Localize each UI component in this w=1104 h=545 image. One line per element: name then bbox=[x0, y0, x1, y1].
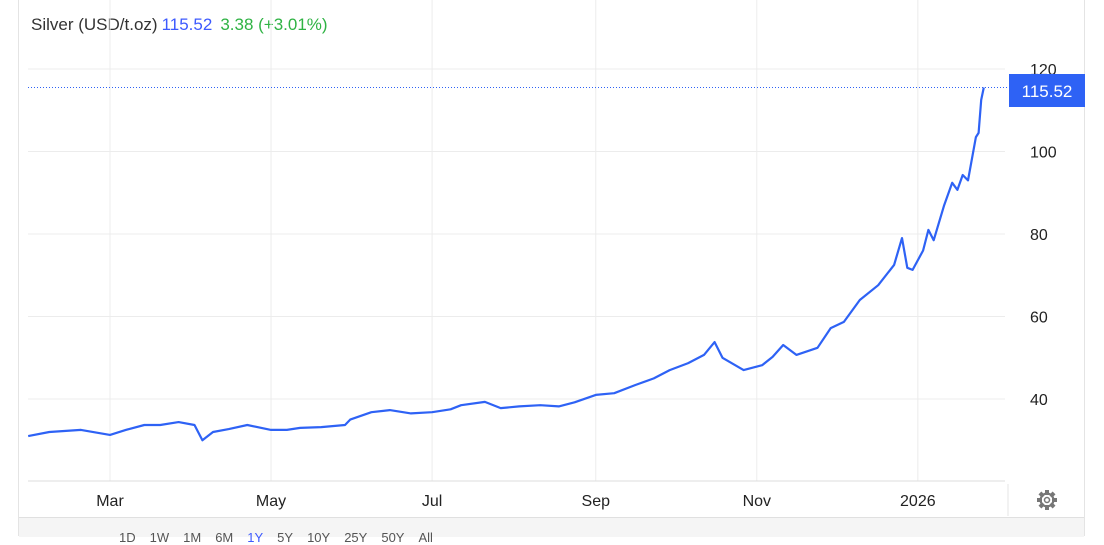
range-1d[interactable]: 1D bbox=[119, 530, 136, 545]
range-1m[interactable]: 1M bbox=[183, 530, 202, 545]
range-5y[interactable]: 5Y bbox=[277, 530, 294, 545]
chart-header: Silver (USD/t.oz) 115.52 3.38 (+3.01%) bbox=[31, 15, 328, 35]
x-tick-label: May bbox=[256, 493, 286, 510]
x-tick-label: Sep bbox=[582, 493, 611, 510]
range-50y[interactable]: 50Y bbox=[381, 530, 405, 545]
range-bar: 1D 1W 1M 6M 1Y 5Y 10Y 25Y 50Y All bbox=[19, 517, 1084, 545]
x-tick-label: Jul bbox=[422, 493, 442, 510]
y-tick-label: 80 bbox=[1030, 227, 1048, 244]
range-1w[interactable]: 1W bbox=[149, 530, 170, 545]
chart-frame bbox=[18, 0, 1085, 536]
last-price-label: 115.52 bbox=[1022, 82, 1073, 101]
x-tick-label: 2026 bbox=[900, 493, 936, 510]
range-25y[interactable]: 25Y bbox=[344, 530, 368, 545]
range-6m[interactable]: 6M bbox=[215, 530, 234, 545]
y-tick-label: 60 bbox=[1030, 310, 1048, 327]
y-tick-label: 100 bbox=[1030, 145, 1057, 162]
price-line bbox=[27, 87, 985, 442]
range-10y[interactable]: 10Y bbox=[307, 530, 331, 545]
range-1y[interactable]: 1Y bbox=[247, 530, 264, 545]
instrument-name: Silver (USD/t.oz) bbox=[31, 15, 158, 34]
x-tick-label: Mar bbox=[96, 493, 124, 510]
x-tick-label: Nov bbox=[743, 493, 771, 510]
gear-icon[interactable] bbox=[1037, 490, 1057, 510]
y-tick-label: 40 bbox=[1030, 392, 1048, 409]
last-price-tag bbox=[1009, 74, 1085, 107]
range-all[interactable]: All bbox=[418, 530, 433, 545]
price-change: 3.38 (+3.01%) bbox=[220, 15, 328, 34]
current-price: 115.52 bbox=[161, 15, 213, 34]
